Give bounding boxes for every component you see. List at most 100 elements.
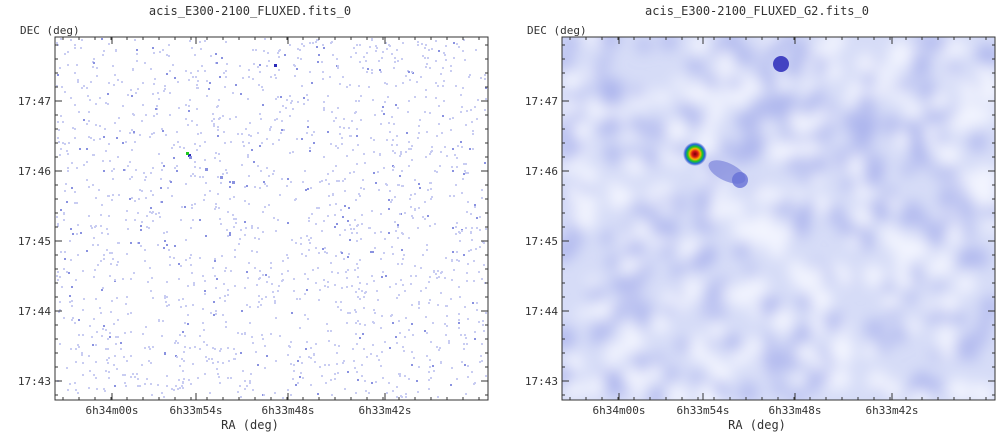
raw-pixel — [392, 322, 394, 324]
raw-pixel — [417, 41, 419, 43]
raw-pixel — [275, 317, 277, 319]
raw-pixel — [355, 311, 357, 313]
raw-pixel — [335, 117, 337, 119]
raw-pixel — [309, 150, 311, 152]
raw-pixel — [261, 334, 263, 336]
raw-pixel — [69, 240, 71, 242]
raw-pixel — [430, 182, 432, 184]
raw-pixel — [451, 260, 453, 262]
raw-pixel — [388, 208, 390, 210]
raw-pixel — [144, 179, 146, 181]
raw-pixel — [187, 323, 189, 325]
raw-pixel — [78, 334, 80, 336]
raw-pixel — [391, 53, 393, 55]
raw-pixel — [380, 71, 382, 73]
raw-pixel — [336, 223, 338, 225]
x-tick-label: 6h34m00s — [593, 404, 646, 417]
raw-pixel — [399, 213, 401, 215]
raw-pixel — [241, 310, 243, 312]
raw-pixel — [485, 87, 487, 89]
raw-pixel — [148, 346, 150, 348]
raw-pixel — [341, 137, 343, 139]
raw-pixel — [346, 155, 348, 157]
raw-pixel — [217, 373, 219, 375]
raw-pixel — [378, 359, 380, 361]
smooth-blob — [916, 79, 938, 101]
raw-pixel — [197, 70, 199, 72]
raw-pixel — [275, 98, 277, 100]
smooth-blob — [772, 380, 787, 396]
raw-pixel — [336, 363, 338, 365]
source-pixel — [189, 156, 192, 159]
smooth-blob — [712, 205, 727, 220]
raw-pixel — [315, 247, 317, 249]
smooth-blob — [599, 230, 615, 246]
smooth-blob — [562, 37, 579, 53]
raw-pixel — [394, 221, 396, 223]
raw-pixel — [71, 319, 73, 321]
raw-pixel — [462, 178, 464, 180]
raw-pixel — [323, 107, 325, 109]
raw-pixel — [262, 211, 264, 213]
raw-pixel — [103, 388, 105, 390]
smooth-blob — [823, 101, 838, 116]
raw-pixel — [296, 298, 298, 300]
right-plot-area[interactable]: 6h34m00s 6h33m54s 6h33m48s 6h33m42s17:4717:… — [507, 0, 1000, 440]
smooth-blob — [883, 379, 903, 399]
raw-pixel — [194, 203, 196, 205]
raw-pixel — [144, 62, 146, 64]
smooth-blob — [779, 37, 797, 50]
smooth-blob — [673, 76, 687, 90]
smooth-blob — [658, 149, 673, 164]
raw-pixel — [380, 365, 382, 367]
smooth-blob — [933, 279, 947, 292]
raw-pixel — [103, 170, 105, 172]
raw-pixel — [438, 349, 440, 351]
smooth-blob — [839, 269, 856, 286]
smooth-blob — [862, 345, 877, 359]
raw-pixel — [478, 321, 480, 323]
raw-pixel — [463, 343, 465, 345]
smooth-blob — [828, 343, 845, 360]
raw-pixel — [226, 63, 228, 65]
raw-pixel — [233, 358, 235, 360]
raw-pixel — [225, 41, 227, 43]
smooth-blob — [681, 277, 704, 300]
smooth-blob — [930, 165, 944, 179]
raw-pixel — [432, 365, 434, 367]
raw-pixel — [109, 332, 111, 334]
smooth-blob — [689, 370, 706, 386]
raw-pixel — [455, 85, 457, 87]
raw-pixel — [107, 103, 109, 105]
raw-pixel — [217, 176, 219, 178]
raw-pixel — [318, 299, 320, 301]
raw-pixel — [440, 292, 442, 294]
smooth-blob — [861, 153, 886, 177]
raw-pixel — [467, 172, 469, 174]
raw-pixel — [185, 239, 187, 241]
raw-pixel — [326, 323, 328, 325]
raw-pixel — [182, 382, 184, 384]
raw-pixel — [369, 227, 371, 229]
raw-pixel — [72, 233, 74, 235]
raw-pixel — [359, 61, 361, 63]
raw-pixel — [368, 392, 370, 394]
raw-pixel — [408, 329, 410, 331]
raw-pixel — [239, 65, 241, 67]
raw-pixel — [318, 54, 320, 56]
raw-pixel — [429, 153, 431, 155]
raw-pixel — [247, 98, 249, 100]
raw-pixel — [471, 371, 473, 373]
raw-pixel — [177, 388, 179, 390]
raw-pixel — [369, 46, 371, 48]
raw-pixel — [429, 299, 431, 301]
raw-pixel — [409, 79, 411, 81]
raw-pixel — [338, 180, 340, 182]
raw-pixel — [192, 304, 194, 306]
smooth-blob — [969, 382, 983, 396]
raw-pixel — [441, 132, 443, 134]
raw-pixel — [60, 209, 62, 211]
raw-pixel — [106, 359, 108, 361]
raw-pixel — [134, 141, 136, 143]
left-plot-area[interactable]: 6h34m00s 6h33m54s 6h33m48s 6h33m42s17:4717:… — [0, 0, 500, 440]
